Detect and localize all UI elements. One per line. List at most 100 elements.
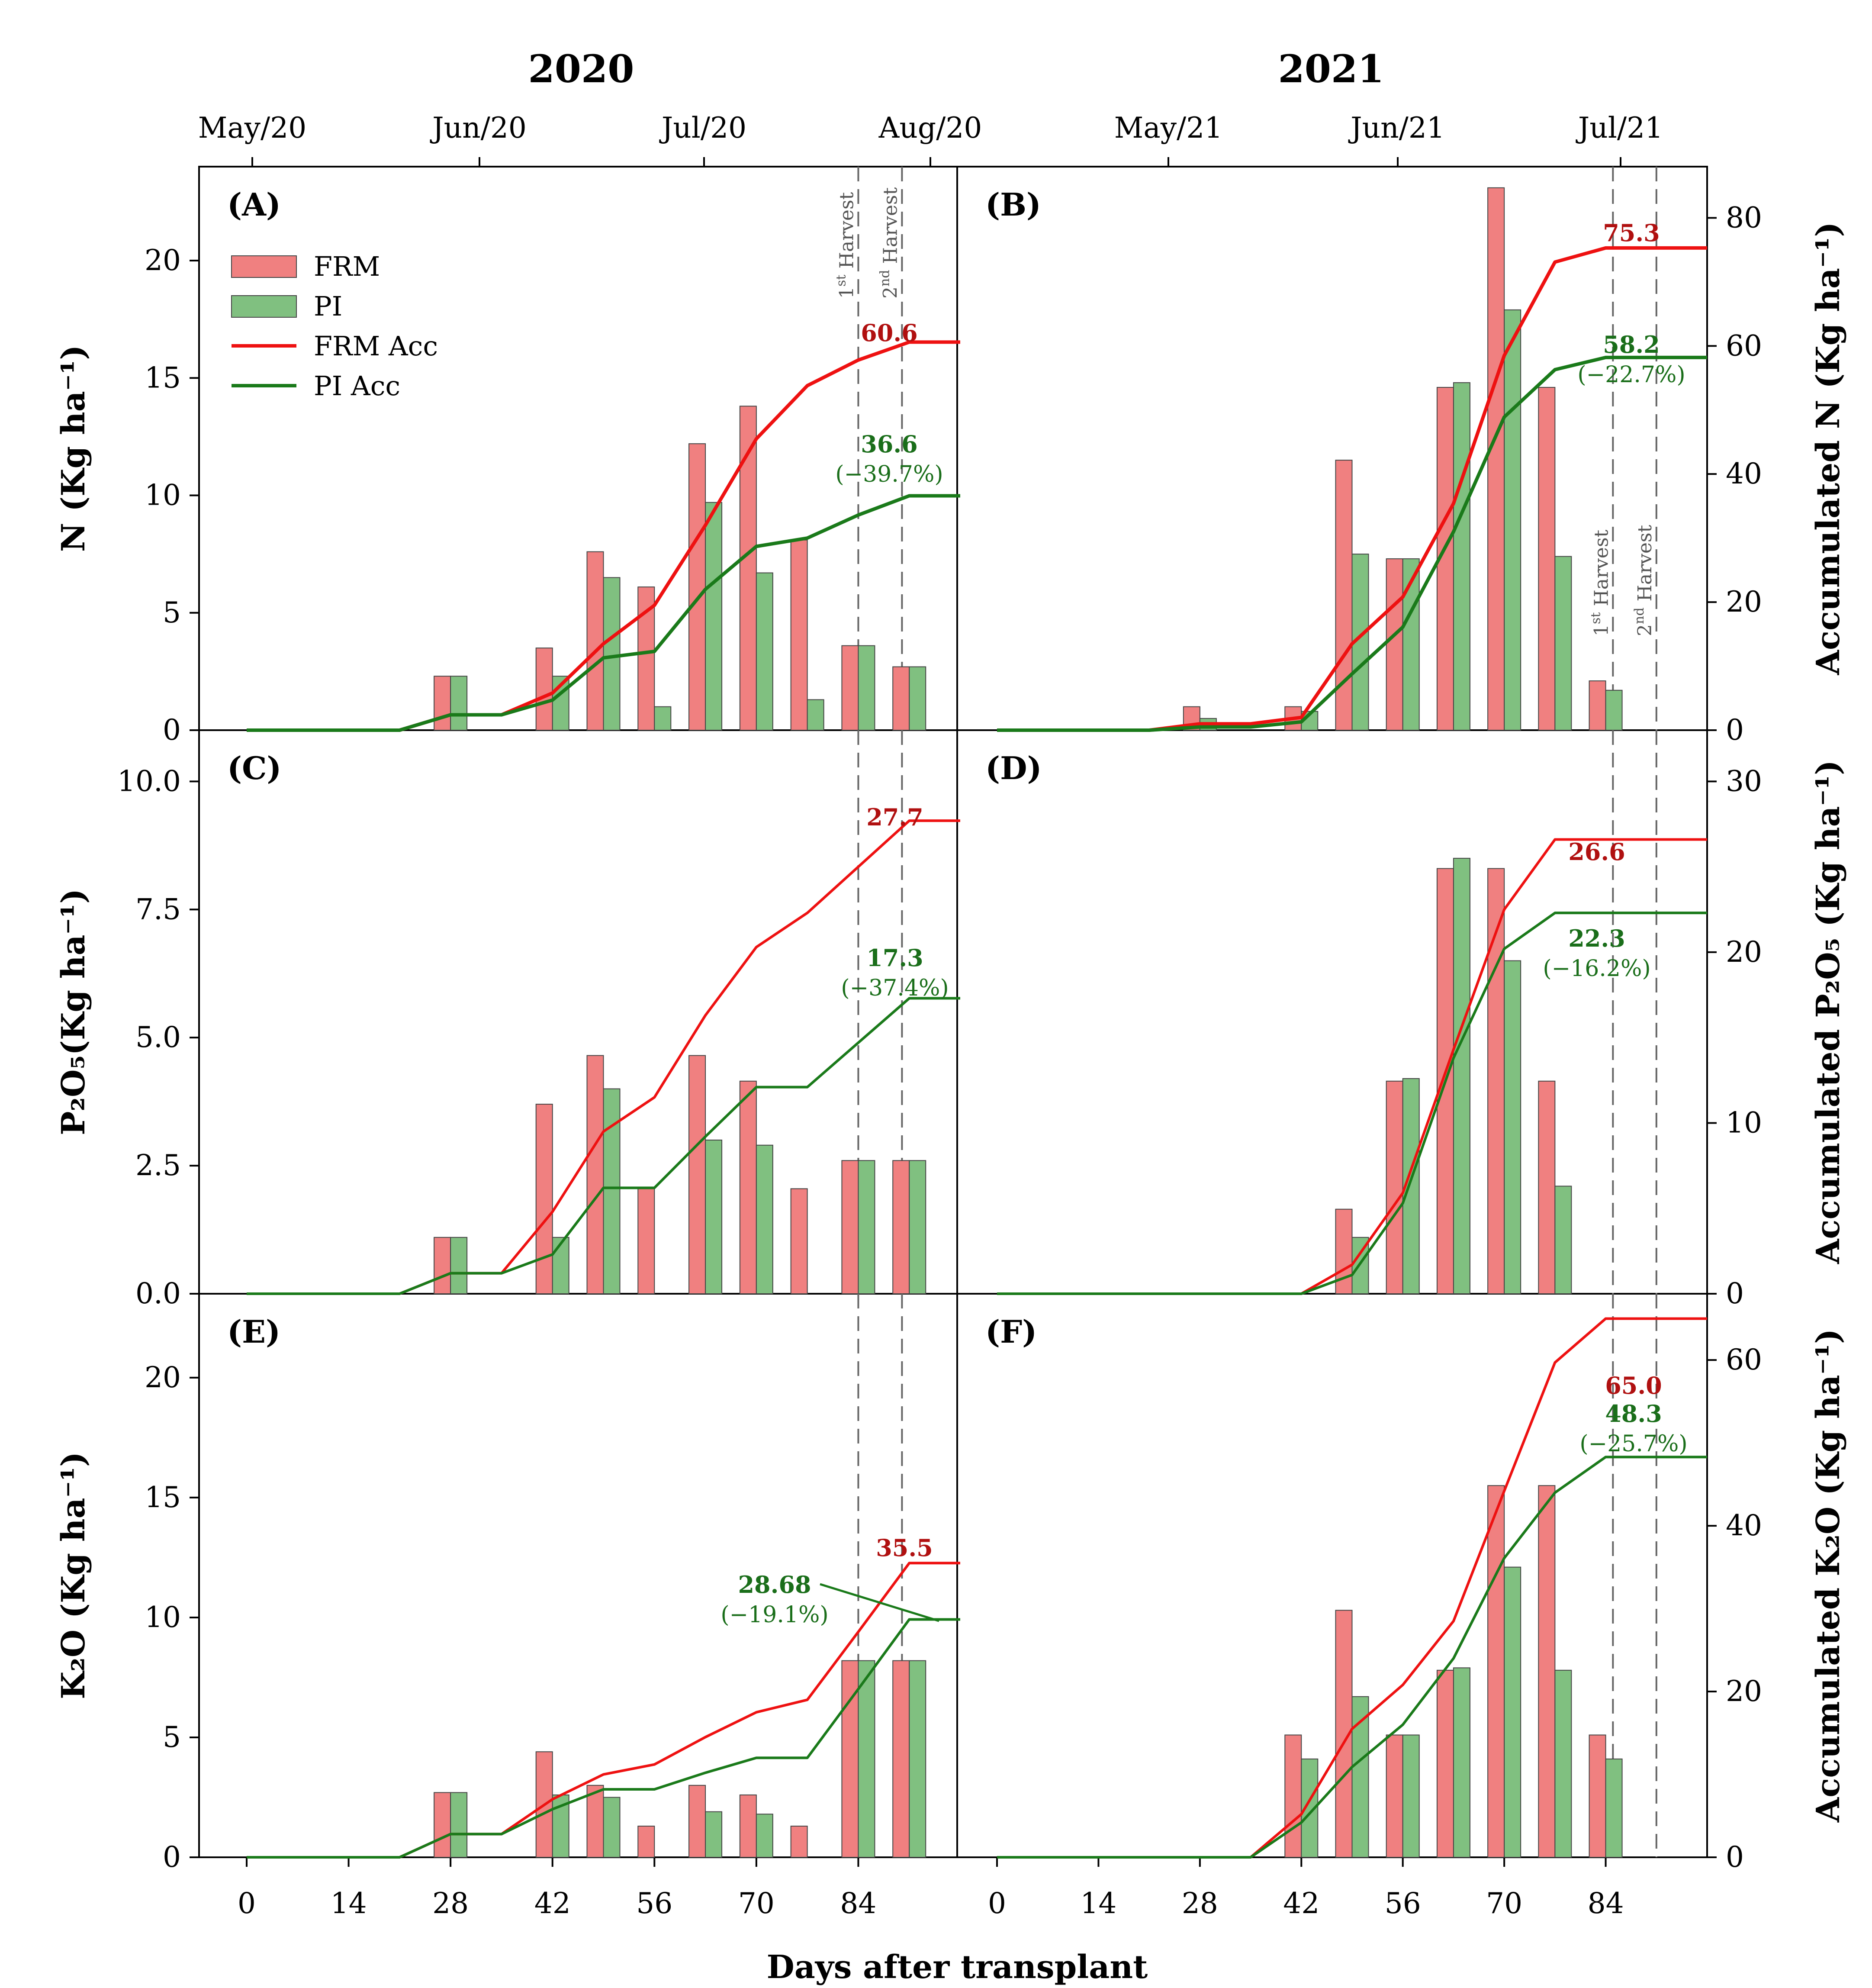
x-tick-label: 84	[840, 1887, 876, 1920]
harvest-number: 2	[1634, 624, 1656, 636]
right-y-tick-label: 0	[1726, 1840, 1744, 1874]
pi-bar	[450, 1792, 468, 1858]
frm-acc-line	[997, 246, 1707, 732]
panel-label: (B)	[985, 186, 1041, 223]
pi-acc-line	[247, 1618, 960, 1859]
frm-bar	[1538, 1485, 1556, 1858]
top-axis-label: Jun/21	[1348, 111, 1445, 145]
frm-bar	[892, 666, 910, 731]
right-y-tick-label: 40	[1726, 1509, 1762, 1542]
pi-total-label: 48.3	[1605, 1400, 1662, 1427]
harvest-word: Harvest	[879, 187, 901, 270]
frm-bar	[586, 551, 604, 731]
pi-bar	[1453, 1667, 1470, 1858]
pi-bar	[909, 666, 926, 731]
pi-acc-line	[247, 494, 960, 732]
pi-bar	[858, 1660, 875, 1858]
panel-label: (E)	[227, 1313, 280, 1350]
pi-bar	[909, 1660, 926, 1858]
pi-bar	[909, 1160, 926, 1295]
right-y-tick-label: 60	[1726, 1343, 1762, 1376]
frm-bar	[841, 1660, 859, 1858]
left-y-tick-label: 5.0	[135, 1021, 181, 1054]
frm-bar	[739, 1080, 757, 1295]
pi-bar	[1453, 382, 1470, 731]
left-y-tick-label: 2.5	[135, 1149, 181, 1182]
right-y-tick-label: 0	[1726, 1277, 1744, 1310]
right-y-axis-title: Accumulated P₂O₅ (Kg ha⁻¹)	[1810, 760, 1847, 1264]
legend-swatch-pi	[231, 295, 297, 318]
frm-bar	[1589, 680, 1606, 731]
top-axis-label: Aug/20	[878, 111, 982, 145]
pi-bar	[603, 577, 621, 731]
panel-f: (F) 65.048.3 (−25.7%)	[985, 1294, 1707, 1859]
left-y-tick-label: 0.0	[135, 1277, 181, 1310]
harvest-word: Harvest	[1634, 525, 1656, 607]
frm-bar	[586, 1055, 604, 1295]
frm-bar	[434, 1792, 451, 1858]
frm-bar	[790, 1825, 808, 1858]
x-tick-label: 14	[331, 1887, 367, 1920]
frm-bar	[1487, 187, 1505, 731]
frm-bar	[1487, 868, 1505, 1294]
frm-bar	[841, 1160, 859, 1295]
left-y-tick-label: 10.0	[117, 764, 181, 798]
right-y-tick-label: 20	[1726, 1675, 1762, 1708]
pi-total-label: 28.68	[738, 1571, 811, 1598]
right-y-tick-label: 30	[1726, 764, 1762, 798]
pi-total-label: 17.3	[866, 944, 923, 972]
right-y-tick-label: 40	[1726, 457, 1762, 490]
frm-bar	[790, 539, 808, 731]
left-y-tick-label: 15	[145, 361, 181, 394]
top-axis-label: May/20	[198, 111, 306, 145]
plot-frame	[198, 166, 1708, 1858]
pi-bar	[603, 1797, 621, 1858]
legend-label-pi: PI	[314, 290, 342, 322]
frm-bar	[1386, 1734, 1403, 1858]
frm-bar	[434, 676, 451, 731]
pi-change-label: (−16.2%)	[1543, 956, 1650, 982]
x-tick-label: 42	[534, 1887, 571, 1920]
frm-bar	[1538, 1080, 1556, 1295]
left-y-axis-title: K₂O (Kg ha⁻¹)	[55, 1452, 92, 1699]
pi-bar	[1605, 1758, 1623, 1858]
annotation-pointer	[820, 1583, 939, 1622]
frm-bar	[637, 1825, 655, 1858]
pi-bar	[654, 706, 672, 731]
frm-total-label: 60.6	[861, 319, 918, 347]
left-y-tick-label: 7.5	[135, 893, 181, 926]
left-y-tick-label: 5	[163, 1721, 181, 1754]
frm-bar	[434, 1237, 451, 1295]
frm-total-label: 65.0	[1605, 1372, 1662, 1399]
pi-bar	[858, 645, 875, 731]
x-tick-label: 0	[238, 1887, 256, 1920]
left-y-tick-label: 10	[145, 479, 181, 512]
pi-bar	[1554, 1186, 1572, 1294]
frm-total-label: 26.6	[1568, 838, 1625, 866]
right-y-axis-title: Accumulated N (Kg ha⁻¹)	[1810, 222, 1847, 676]
pi-bar	[756, 1814, 773, 1858]
pi-change-label: (−19.1%)	[720, 1602, 828, 1628]
harvest-number: 1	[1590, 624, 1612, 636]
harvest-number: 1	[836, 287, 858, 299]
legend-label-pi-acc: PI Acc	[314, 370, 400, 402]
frm-bar	[892, 1160, 910, 1295]
x-tick-label: 42	[1283, 1887, 1319, 1920]
x-axis-title: Days after transplant	[767, 1949, 1148, 1986]
pi-total-label: 36.6	[861, 430, 918, 458]
top-axis-label: Jun/20	[430, 111, 527, 145]
left-y-tick-label: 0	[163, 1840, 181, 1874]
x-tick-label: 0	[988, 1887, 1006, 1920]
pi-acc-line	[997, 912, 1707, 1295]
pi-change-label: (−22.7%)	[1577, 362, 1685, 388]
pi-bar	[705, 1811, 723, 1858]
pi-total-label: 22.3	[1568, 925, 1625, 952]
frm-bar	[1589, 1734, 1606, 1858]
frm-bar	[637, 1188, 655, 1294]
top-axis-label: Jul/21	[1576, 111, 1663, 145]
harvest-label: 1st Harvest	[833, 192, 858, 299]
panels-group: May/20 Jun/20 Jul/20 Aug/20 May/21 Jun/21 Jul/…	[55, 111, 1847, 1920]
pi-total-label: 58.2	[1603, 331, 1660, 358]
pi-bar	[1554, 1669, 1572, 1858]
